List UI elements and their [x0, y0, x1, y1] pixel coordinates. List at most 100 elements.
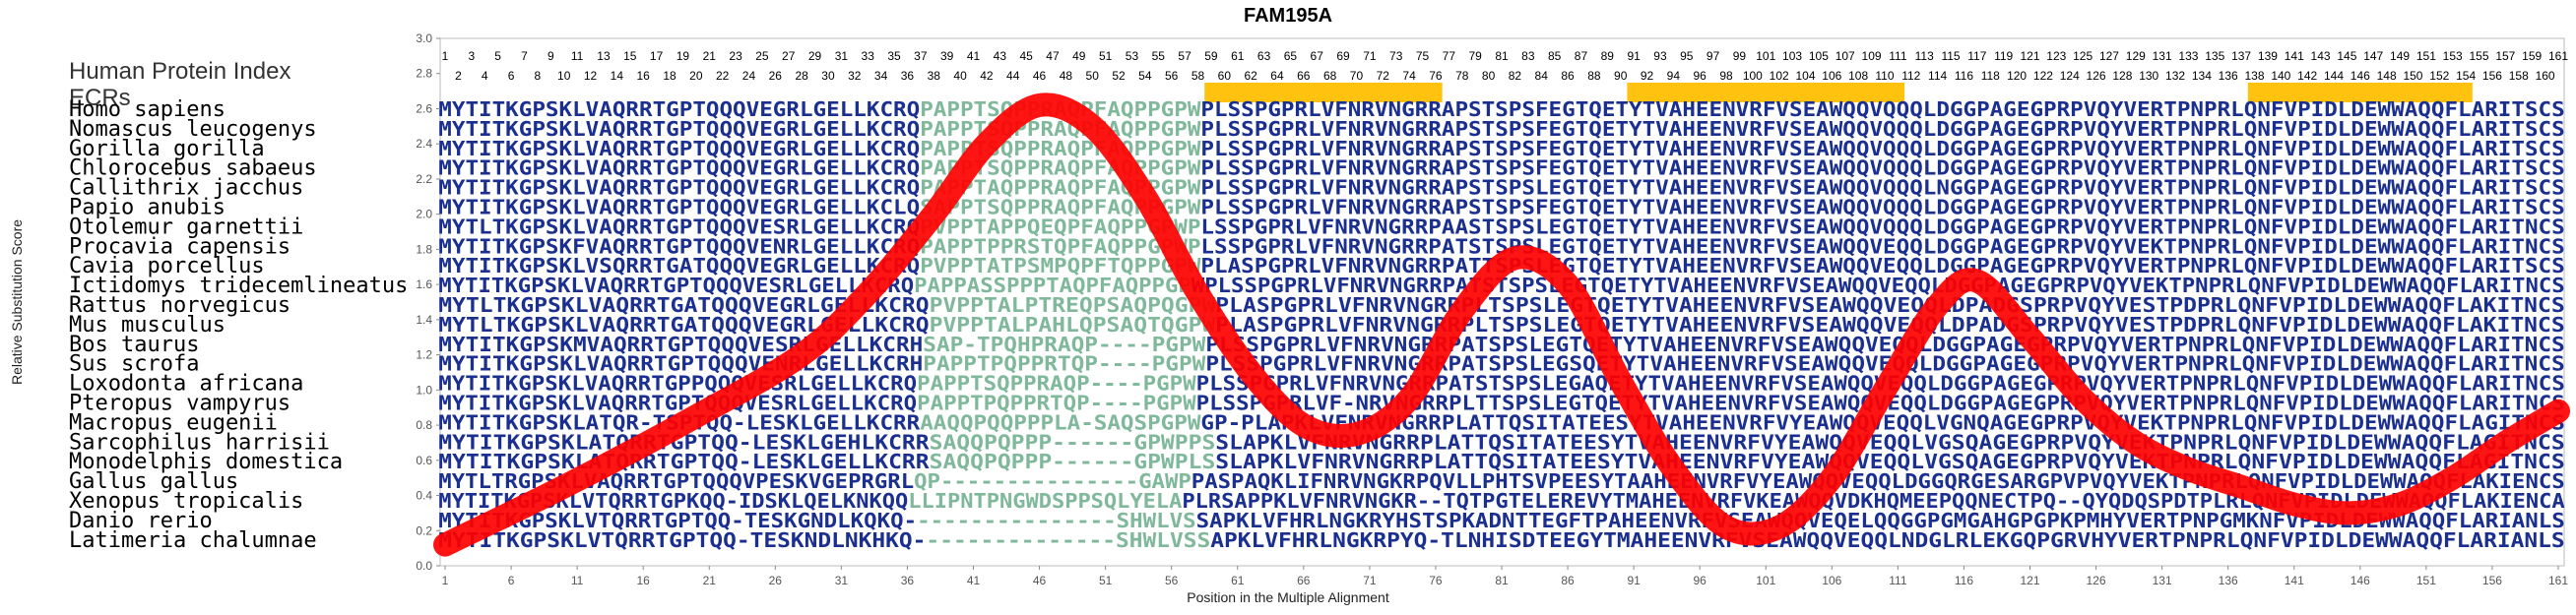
x-tick-label: 161	[2548, 574, 2568, 587]
species-name: Bos taurus	[69, 333, 199, 357]
species-name: Latimeria chalumnae	[69, 528, 317, 553]
species-name: Papio anubis	[69, 196, 225, 220]
position-number: 125	[2073, 49, 2093, 63]
species-name: Procavia capensis	[69, 234, 290, 259]
position-number: 138	[2244, 69, 2264, 83]
y-axis: 0.0 0.2 0.4 0.6 0.8 1.0 1.2 1.4 1.6 1.8 2.0 2.2 2.4 2…	[416, 31, 440, 573]
position-number: 120	[2007, 69, 2027, 83]
position-number: 46	[1033, 69, 1047, 83]
y-tick-label: 2.0	[416, 208, 432, 221]
position-number: 45	[1019, 49, 1033, 63]
position-number: 107	[1835, 49, 1855, 63]
position-number: 37	[914, 49, 928, 63]
x-tick-label: 21	[703, 574, 717, 587]
position-number: 115	[1941, 49, 1960, 63]
position-number: 42	[980, 69, 994, 83]
y-tick-label: 0.0	[416, 559, 432, 573]
species-name: Otolemur garnettii	[69, 215, 303, 239]
position-number: 76	[1429, 69, 1443, 83]
position-number: 60	[1218, 69, 1232, 83]
position-number: 86	[1561, 69, 1575, 83]
position-number: 153	[2443, 49, 2463, 63]
species-name: Sus scrofa	[69, 352, 199, 377]
x-tick-label: 31	[835, 574, 849, 587]
position-number: 59	[1204, 49, 1218, 63]
position-number: 82	[1509, 69, 1522, 83]
x-tick-label: 36	[901, 574, 915, 587]
position-number: 10	[557, 69, 571, 83]
position-number: 122	[2033, 69, 2053, 83]
position-number: 24	[742, 69, 756, 83]
position-number: 49	[1072, 49, 1086, 63]
x-tick-label: 91	[1627, 574, 1641, 587]
position-number: 13	[597, 49, 611, 63]
position-number: 112	[1901, 69, 1920, 83]
position-number: 67	[1311, 49, 1324, 63]
y-tick-label: 1.6	[416, 277, 432, 291]
species-sequence: MYTITKGPSKLVAQRRTGPTQQQVESRLGELLKCRQ PAPP…	[438, 274, 2564, 297]
position-number: 108	[1848, 69, 1868, 83]
position-number: 116	[1955, 69, 1973, 83]
position-number: 150	[2403, 69, 2422, 83]
y-tick-label: 0.8	[416, 418, 432, 432]
y-tick-label: 1.8	[416, 242, 432, 256]
position-number: 64	[1270, 69, 1284, 83]
position-number: 36	[901, 69, 915, 83]
position-number: 57	[1178, 49, 1191, 63]
position-number: 92	[1641, 69, 1654, 83]
score-curve	[433, 92, 2570, 557]
species-name: Homo sapiens	[69, 97, 225, 122]
ecr-regions	[1204, 83, 2473, 102]
species-sequence: MYTITKGPSKLVAQRRTGPTQQQVEGRLGELLKCRQ PAPP…	[438, 137, 2564, 160]
x-axis-label: Position in the Multiple Alignment	[1187, 589, 1389, 605]
y-tick-label: 2.6	[416, 101, 432, 115]
position-number: 15	[623, 49, 637, 63]
y-tick-label: 0.2	[416, 523, 432, 537]
position-number: 98	[1719, 69, 1733, 83]
position-number: 5	[494, 49, 501, 63]
position-number: 113	[1915, 49, 1934, 63]
x-tick-label: 151	[2416, 574, 2436, 587]
y-tick-label: 2.4	[416, 137, 432, 151]
position-number: 97	[1707, 49, 1720, 63]
position-number: 17	[650, 49, 664, 63]
position-number: 48	[1060, 69, 1073, 83]
position-number: 44	[1006, 69, 1020, 83]
position-number: 139	[2258, 49, 2278, 63]
position-number: 154	[2456, 69, 2476, 83]
y-tick-label: 1.2	[416, 348, 432, 362]
position-number: 128	[2112, 69, 2132, 83]
position-number: 91	[1627, 49, 1641, 63]
position-number: 159	[2522, 49, 2542, 63]
species-name: Mus musculus	[69, 313, 225, 338]
x-tick-label: 156	[2482, 574, 2502, 587]
x-tick-label: 126	[2087, 574, 2106, 587]
position-number: 149	[2390, 49, 2410, 63]
position-number: 32	[848, 69, 862, 83]
position-number: 38	[928, 69, 941, 83]
x-tick-label: 66	[1297, 574, 1311, 587]
chart-title: FAM195A	[1244, 5, 1332, 27]
position-number: 124	[2060, 69, 2080, 83]
x-tick-label: 76	[1429, 574, 1443, 587]
position-number: 137	[2231, 49, 2251, 63]
x-tick-label: 86	[1561, 574, 1575, 587]
position-number: 29	[808, 49, 822, 63]
position-number: 140	[2271, 69, 2290, 83]
position-number: 161	[2548, 49, 2568, 63]
x-axis: 1 6 11 16 21 26 31 36 41 46 51 56 61 66 71 76 81 86 91 96 10…	[442, 566, 2568, 587]
position-number: 133	[2178, 49, 2198, 63]
position-number: 72	[1377, 69, 1390, 83]
position-number: 110	[1875, 69, 1894, 83]
position-number: 109	[1862, 49, 1882, 63]
position-number: 102	[1770, 69, 1789, 83]
position-number: 136	[2219, 69, 2238, 83]
position-number: 9	[547, 49, 554, 63]
position-number: 157	[2495, 49, 2515, 63]
species-name: Ictidomys tridecemlineatus	[69, 274, 408, 298]
position-number: 103	[1782, 49, 1802, 63]
x-tick-label: 6	[508, 574, 515, 587]
position-number: 141	[2285, 49, 2304, 63]
x-tick-label: 111	[1889, 574, 1907, 587]
position-number: 55	[1152, 49, 1166, 63]
